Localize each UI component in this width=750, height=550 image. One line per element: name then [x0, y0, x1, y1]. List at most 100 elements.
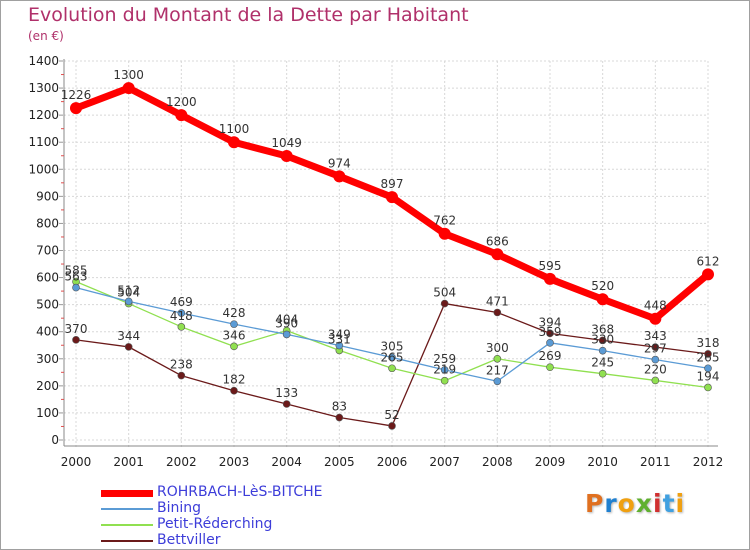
data-point	[704, 350, 712, 358]
x-axis-ticks: 2000 2001 2002 2003 2004 2005 2006 2007 2008 2009…	[61, 455, 724, 469]
data-label: 343	[644, 329, 667, 343]
data-point	[177, 323, 186, 331]
data-label: 330	[591, 333, 614, 347]
y-tick-label: 500	[36, 298, 59, 312]
data-point	[386, 191, 398, 204]
data-point	[438, 227, 451, 240]
y-tick-label: 200	[36, 379, 59, 393]
legend-swatch	[101, 508, 153, 510]
data-point	[388, 422, 396, 430]
y-tick-label: 0	[51, 433, 59, 447]
logo-text: Proxiti	[585, 489, 686, 518]
axes	[63, 59, 718, 447]
data-point	[493, 308, 502, 317]
data-label: 238	[170, 358, 193, 372]
data-point	[440, 299, 449, 308]
x-tick-label: 2004	[271, 455, 302, 469]
x-tick-label: 2009	[535, 455, 566, 469]
data-point	[704, 383, 712, 392]
data-label: 269	[539, 349, 562, 363]
data-label: 504	[433, 286, 456, 300]
data-point	[546, 329, 554, 338]
data-point	[333, 170, 346, 183]
grid-lines	[64, 60, 709, 448]
data-point	[651, 355, 660, 364]
data-label: 217	[486, 363, 509, 377]
data-label: 390	[275, 316, 298, 330]
data-point	[598, 369, 607, 378]
data-labels: 1226 1300 1200 1100 1049 974 897 762 686 595 520 44…	[61, 68, 720, 422]
chart-subtitle: (en €)	[28, 29, 64, 43]
data-label: 471	[486, 294, 509, 308]
y-tick-label: 1000	[28, 162, 59, 176]
data-point	[175, 109, 188, 122]
data-point	[598, 346, 607, 355]
data-label: 259	[433, 352, 456, 366]
data-point	[704, 364, 712, 373]
x-tick-label: 2008	[482, 455, 513, 469]
data-point	[335, 413, 344, 422]
legend-swatch	[101, 540, 153, 542]
y-tick-label: 1300	[28, 81, 59, 95]
data-point	[493, 377, 502, 386]
y-tick-label: 800	[36, 216, 59, 230]
x-tick-label: 2012	[693, 455, 724, 469]
data-point	[388, 364, 396, 373]
data-label: 394	[539, 315, 562, 329]
data-point	[72, 336, 80, 344]
data-label: 219	[433, 363, 456, 377]
x-tick-label: 2003	[219, 455, 250, 469]
y-tick-label: 700	[36, 244, 59, 258]
data-label: 1226	[61, 88, 92, 102]
data-label: 1100	[219, 122, 250, 136]
data-label: 585	[65, 264, 88, 278]
y-axis-ticks: 0 100 200 300 400 500 600 700 800 900 1000 1100 1200…	[28, 54, 64, 447]
data-label: 300	[486, 341, 509, 355]
data-label: 504	[117, 286, 140, 300]
data-point	[177, 309, 186, 317]
data-point	[493, 354, 502, 363]
data-label: 595	[539, 259, 562, 273]
data-point	[230, 386, 238, 395]
data-label: 133	[275, 386, 298, 400]
legend-swatch	[101, 524, 153, 526]
x-tick-label: 2002	[166, 455, 197, 469]
data-label: 762	[433, 214, 456, 228]
y-tick-label: 100	[36, 406, 59, 420]
data-label: 404	[275, 313, 298, 327]
y-tick-label: 400	[36, 325, 59, 339]
x-tick-label: 2005	[324, 455, 355, 469]
y-tick-label: 300	[36, 352, 59, 366]
legend-label: Bining	[157, 500, 202, 516]
data-point	[491, 248, 504, 261]
proxiti-logo: Proxiti	[585, 489, 685, 518]
legend-label: Bettviller	[157, 532, 221, 548]
data-point	[72, 283, 80, 292]
x-tick-label: 2011	[640, 455, 671, 469]
legend-label: Petit-Réderching	[157, 516, 273, 532]
data-point	[651, 343, 660, 351]
data-label: 686	[486, 234, 509, 248]
data-label: 1049	[271, 136, 302, 150]
data-label: 448	[644, 299, 667, 313]
data-point	[122, 82, 135, 95]
y-tick-label: 600	[36, 271, 59, 285]
data-label: 265	[381, 350, 404, 364]
data-label: 368	[591, 322, 614, 336]
data-label: 182	[223, 373, 246, 387]
data-point	[124, 297, 133, 306]
y-tick-label: 1200	[28, 108, 59, 122]
data-point	[546, 339, 554, 347]
data-point	[546, 363, 554, 371]
data-label: 1200	[166, 95, 197, 109]
data-point	[70, 102, 82, 115]
data-point	[544, 272, 556, 285]
y-tick-label: 1400	[28, 54, 59, 68]
x-tick-label: 2006	[377, 455, 408, 469]
data-point	[651, 376, 660, 385]
data-point	[282, 400, 291, 408]
data-point	[280, 150, 293, 163]
data-point	[596, 293, 609, 306]
data-label: 297	[644, 342, 667, 356]
